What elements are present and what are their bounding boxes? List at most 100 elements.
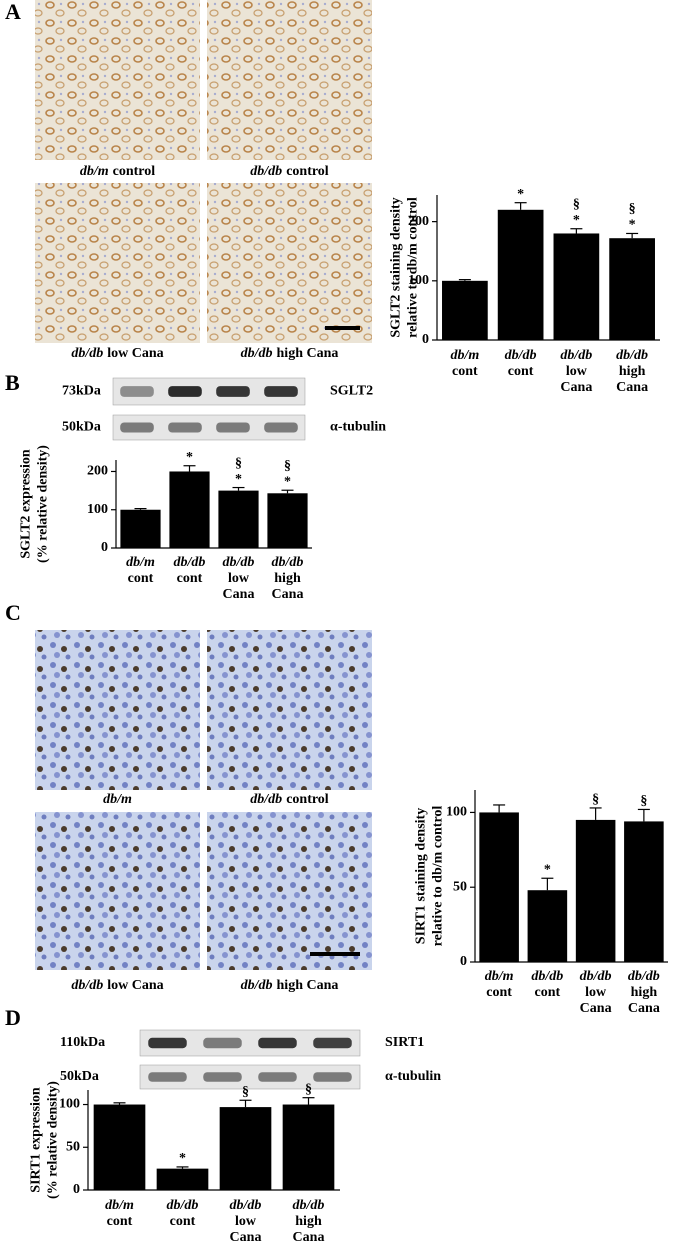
x-tick-label: cont	[508, 364, 534, 379]
significance-marker: *	[284, 474, 291, 489]
micrograph	[35, 0, 200, 160]
x-tick-label: db/db	[167, 1198, 199, 1213]
label-italic: db/db	[71, 346, 103, 361]
significance-marker: §	[640, 794, 647, 809]
label-plain: low Cana	[107, 346, 163, 361]
bar	[156, 1168, 209, 1190]
significance-marker: *	[179, 1151, 186, 1166]
image-label: db/m	[103, 792, 132, 807]
blot-band	[120, 422, 154, 433]
y-tick-label: 100	[408, 273, 429, 288]
y-tick-label: 200	[87, 464, 108, 479]
significance-marker: §	[284, 458, 291, 473]
significance-marker: §	[629, 202, 636, 217]
label-italic: db/m	[80, 164, 109, 179]
x-tick-label: high	[619, 364, 646, 379]
image-label: db/db low Cana	[71, 978, 163, 993]
label-italic: db/db	[71, 978, 103, 993]
bar	[624, 821, 664, 962]
x-tick-label: db/m	[105, 1198, 134, 1213]
y-axis-label: SIRT1 staining density	[414, 808, 429, 944]
significance-marker: *	[573, 213, 580, 228]
bar	[553, 233, 600, 340]
label-plain: control	[286, 164, 329, 179]
micrograph	[35, 183, 200, 343]
micrograph	[207, 630, 372, 790]
panel-letter: A	[5, 0, 21, 24]
blot-band	[264, 386, 298, 397]
blot-band	[203, 1037, 242, 1049]
micrograph	[207, 812, 372, 970]
x-tick-label: cont	[486, 985, 512, 1000]
x-tick-label: cont	[128, 571, 154, 586]
image-label: db/db control	[250, 792, 329, 807]
blot-band	[168, 422, 202, 433]
x-tick-label: low	[235, 1214, 257, 1229]
y-axis-label: (% relative density)	[36, 445, 51, 563]
blot-band	[264, 422, 298, 433]
blot-band	[216, 386, 250, 397]
blot-size: 50kDa	[60, 1069, 99, 1084]
significance-marker: §	[242, 1084, 249, 1099]
bar	[120, 509, 161, 548]
label-italic: db/db	[250, 164, 282, 179]
label-plain: low Cana	[107, 978, 163, 993]
y-tick-label: 200	[408, 214, 429, 229]
image-label: db/db high Cana	[241, 346, 339, 361]
x-tick-label: high	[295, 1214, 322, 1229]
significance-marker: §	[235, 456, 242, 471]
significance-marker: §	[305, 1082, 312, 1097]
significance-marker: §	[573, 197, 580, 212]
y-tick-label: 0	[460, 954, 467, 969]
x-tick-label: Cana	[628, 1001, 660, 1016]
scale-bar	[310, 952, 360, 956]
label-plain: high Cana	[277, 346, 339, 361]
bar	[282, 1104, 335, 1190]
label-italic: db/db	[250, 792, 282, 807]
micrograph	[207, 183, 372, 343]
x-tick-label: Cana	[223, 587, 255, 602]
x-tick-label: cont	[535, 985, 561, 1000]
y-axis-label: SIRT1 expression	[29, 1087, 44, 1193]
y-tick-label: 0	[422, 332, 429, 347]
significance-marker: §	[592, 792, 599, 807]
bar	[219, 1107, 272, 1190]
blot-band	[148, 1072, 187, 1082]
label-italic: db/m	[103, 792, 132, 807]
panel-letter: B	[5, 370, 20, 395]
blot-band	[313, 1072, 352, 1082]
x-tick-label: Cana	[560, 380, 592, 395]
x-tick-label: db/m	[450, 348, 479, 363]
y-axis-label: relative to db/m control	[431, 806, 446, 947]
significance-marker: *	[517, 187, 524, 202]
bar	[218, 490, 259, 548]
y-tick-label: 100	[87, 502, 108, 517]
blot-size: 73kDa	[62, 384, 101, 399]
y-tick-label: 0	[73, 1182, 80, 1197]
x-tick-label: db/db	[616, 348, 648, 363]
image-label: db/db high Cana	[241, 978, 339, 993]
x-tick-label: db/db	[293, 1198, 325, 1213]
label-italic: db/db	[241, 346, 273, 361]
x-tick-label: db/m	[126, 555, 155, 570]
blot-size: 50kDa	[62, 420, 101, 435]
bar	[169, 471, 210, 548]
blot-band	[258, 1072, 297, 1082]
y-tick-label: 0	[101, 540, 108, 555]
significance-marker: *	[544, 862, 551, 877]
x-tick-label: low	[585, 985, 607, 1000]
blot-protein: α-tubulin	[330, 420, 386, 435]
x-tick-label: db/db	[531, 969, 563, 984]
y-axis-label: SGLT2 staining density	[389, 197, 404, 337]
significance-marker: *	[186, 450, 193, 465]
y-tick-label: 50	[66, 1139, 80, 1154]
x-tick-label: Cana	[230, 1230, 262, 1245]
y-axis-label: SGLT2 expression	[19, 449, 34, 559]
y-tick-label: 50	[453, 879, 467, 894]
x-tick-label: Cana	[580, 1001, 612, 1016]
y-tick-label: 100	[446, 805, 467, 820]
blot-band	[120, 386, 154, 397]
blot-band	[148, 1037, 187, 1049]
blot-protein: SGLT2	[330, 384, 373, 399]
